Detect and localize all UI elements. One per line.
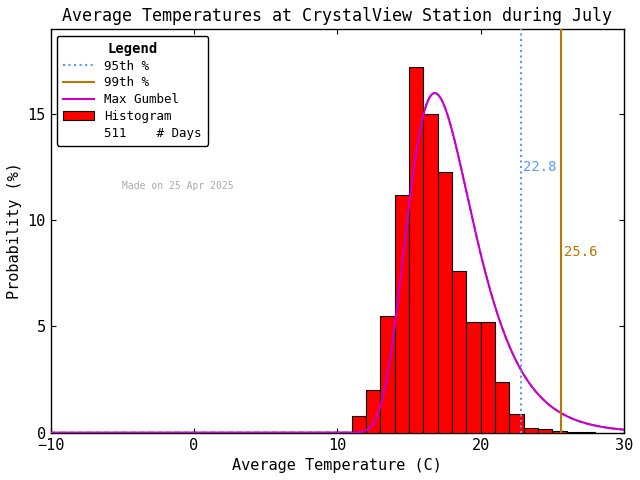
- Bar: [524, 428, 538, 432]
- X-axis label: Average Temperature (C): Average Temperature (C): [232, 458, 442, 473]
- Title: Average Temperatures at CrystalView Station during July: Average Temperatures at CrystalView Stat…: [62, 7, 612, 25]
- Bar: [481, 322, 495, 432]
- Bar: [452, 271, 467, 432]
- Bar: [509, 414, 524, 432]
- Bar: [495, 382, 509, 432]
- Bar: [423, 114, 438, 432]
- Legend: 95th %, 99th %, Max Gumbel, Histogram, 511    # Days: 95th %, 99th %, Max Gumbel, Histogram, 5…: [57, 36, 208, 146]
- Text: 22.8: 22.8: [523, 160, 556, 174]
- Bar: [409, 68, 423, 432]
- Bar: [538, 430, 552, 432]
- Text: Made on 25 Apr 2025: Made on 25 Apr 2025: [122, 180, 234, 191]
- Bar: [366, 390, 380, 432]
- Bar: [438, 171, 452, 432]
- Text: 25.6: 25.6: [564, 245, 597, 259]
- Y-axis label: Probability (%): Probability (%): [7, 163, 22, 300]
- Bar: [467, 322, 481, 432]
- Bar: [395, 195, 409, 432]
- Bar: [351, 416, 366, 432]
- Bar: [380, 316, 395, 432]
- Bar: [552, 431, 566, 432]
